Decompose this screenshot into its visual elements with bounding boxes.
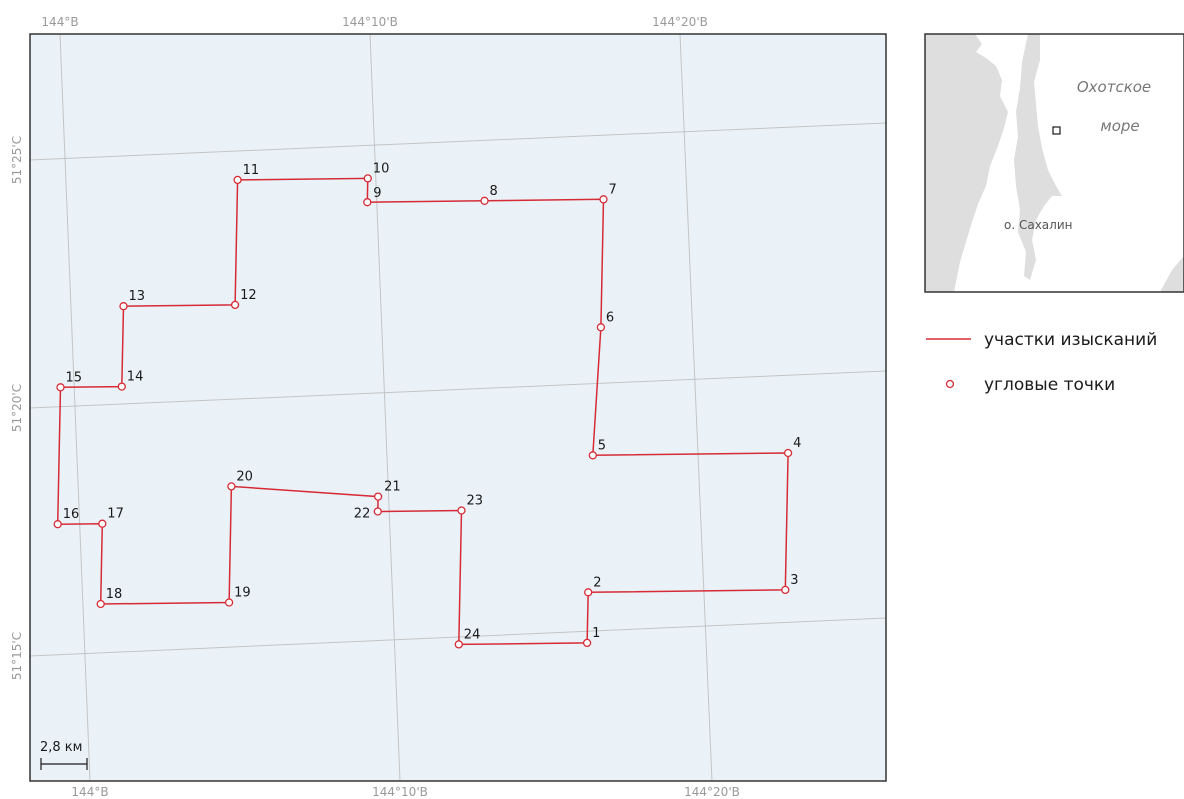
corner-point-8 (480, 196, 489, 205)
top-lon-label-144-20: 144°20'В (652, 15, 708, 29)
corner-point-label-9: 9 (373, 186, 381, 201)
corner-point-label-15: 15 (66, 370, 83, 385)
inset-land (925, 34, 1184, 292)
map-background (30, 34, 886, 781)
lat-label-51-15: 51°15'С (10, 632, 24, 680)
corner-point-22 (373, 507, 382, 516)
corner-point-label-19: 19 (234, 586, 251, 601)
sakhalin-island-shape (1014, 34, 1062, 280)
corner-point-label-23: 23 (467, 494, 484, 509)
corner-point-label-1: 1 (592, 626, 600, 641)
corner-point-24 (454, 640, 463, 649)
inset-map: Охотское море о. Сахалин (924, 33, 1184, 293)
bottom-lon-label-144-20: 144°20'В (684, 785, 740, 799)
corner-point-23 (457, 506, 466, 515)
corner-point-11 (233, 175, 242, 185)
corner-point-2 (584, 588, 593, 597)
corner-point-15 (56, 383, 65, 392)
inset-land-corner (1160, 256, 1184, 292)
corner-point-18 (96, 599, 105, 609)
lat-label-51-25: 51°25'С (10, 136, 24, 184)
legend-point-symbol (945, 379, 955, 389)
corner-point-19 (224, 598, 234, 607)
island-label: о. Сахалин (1004, 218, 1072, 232)
corner-point-label-3: 3 (790, 573, 798, 588)
corner-point-label-16: 16 (63, 507, 80, 522)
corner-point-7 (599, 195, 608, 204)
corner-point-21 (373, 492, 383, 501)
mainland-shape (925, 34, 1008, 292)
meridian-144-10 (369, 33, 401, 782)
legend: участки изысканий угловые точки (926, 330, 1157, 395)
inset-frame (924, 33, 1184, 293)
corner-point-label-18: 18 (106, 587, 123, 602)
sea-label-line1: Охотское (1077, 78, 1151, 96)
corner-point-label-8: 8 (490, 184, 498, 199)
parallel-51-20 (29, 370, 887, 409)
corner-point-14 (117, 382, 126, 391)
corner-point-5 (588, 451, 597, 460)
scale-bar-label: 2,8 км (40, 740, 82, 755)
legend-point-label: угловые точки (984, 375, 1115, 395)
corner-point-1 (582, 638, 592, 648)
corner-point-13 (119, 302, 128, 311)
corner-point-6 (596, 323, 606, 332)
bottom-lon-label-144-10: 144°10'В (372, 785, 428, 799)
corner-point-10 (363, 174, 372, 183)
parallel-51-25 (29, 122, 887, 161)
corner-point-label-4: 4 (793, 436, 801, 451)
corner-point-label-24: 24 (464, 627, 481, 642)
top-lon-label-144-10: 144°10'В (342, 15, 398, 29)
parallel-51-15 (29, 617, 887, 657)
corner-point-4 (783, 448, 793, 458)
corner-point-16 (53, 520, 62, 529)
corner-point-label-12: 12 (240, 288, 257, 303)
corner-point-label-21: 21 (384, 480, 401, 495)
corner-point-label-10: 10 (373, 161, 390, 176)
corner-point-label-17: 17 (107, 507, 124, 522)
scale-bar: 2,8 км (40, 740, 88, 770)
corner-point-label-7: 7 (609, 182, 617, 197)
corner-point-label-22: 22 (354, 507, 371, 522)
graticule-labels: 144°В 144°10'В 144°20'В 144°В 144°10'В 1… (10, 15, 740, 799)
corner-point-label-13: 13 (129, 289, 146, 304)
corner-point-3 (781, 585, 790, 595)
corner-point-9 (363, 198, 372, 207)
graticule (29, 33, 887, 782)
corner-point-20 (227, 482, 236, 491)
corner-point-label-2: 2 (593, 575, 601, 590)
legend-line-label: участки изысканий (984, 330, 1157, 350)
top-lon-label-144: 144°В (41, 15, 78, 29)
corner-point-17 (98, 519, 107, 528)
lat-label-51-20: 51°20'С (10, 384, 24, 432)
map-frame (29, 33, 887, 782)
corner-point-label-5: 5 (598, 438, 606, 453)
survey-area-marker (1052, 126, 1061, 135)
bottom-lon-label-144: 144°В (71, 785, 108, 799)
corner-point-label-6: 6 (606, 310, 614, 325)
corner-point-label-11: 11 (243, 163, 260, 178)
meridian-144-20 (679, 33, 713, 782)
corner-point-12 (230, 300, 240, 310)
corner-point-label-20: 20 (236, 469, 253, 484)
sea-label-line2: море (1100, 117, 1139, 135)
corner-point-label-14: 14 (127, 370, 144, 385)
